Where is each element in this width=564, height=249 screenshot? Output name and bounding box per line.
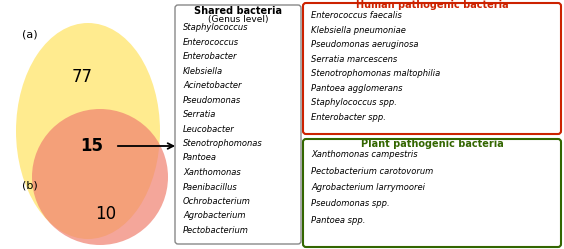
Text: Pseudomonas spp.: Pseudomonas spp. xyxy=(311,199,390,208)
Text: (b): (b) xyxy=(22,181,38,191)
Text: Enterococcus: Enterococcus xyxy=(183,38,239,47)
Text: Klebsiella pneumoniae: Klebsiella pneumoniae xyxy=(311,25,406,35)
Text: Xanthomonas campestris: Xanthomonas campestris xyxy=(311,150,417,159)
Text: Shared bacteria: Shared bacteria xyxy=(194,6,282,16)
Text: Agrobacterium: Agrobacterium xyxy=(183,211,245,221)
Text: Pseudomonas aeruginosa: Pseudomonas aeruginosa xyxy=(311,40,418,49)
Text: Stenotrophomonas: Stenotrophomonas xyxy=(183,139,263,148)
Text: Pantoea spp.: Pantoea spp. xyxy=(311,216,365,225)
Text: Staphylococcus: Staphylococcus xyxy=(183,23,249,32)
Text: Pantoea agglomerans: Pantoea agglomerans xyxy=(311,83,403,92)
Text: Staphylococcus spp.: Staphylococcus spp. xyxy=(311,98,397,107)
Ellipse shape xyxy=(16,23,160,239)
Text: Agrobacterium larrymoorei: Agrobacterium larrymoorei xyxy=(311,183,425,192)
Text: Ochrobacterium: Ochrobacterium xyxy=(183,197,251,206)
Text: Pantoea: Pantoea xyxy=(183,153,217,163)
Text: (Genus level): (Genus level) xyxy=(208,15,268,24)
Text: Xanthomonas: Xanthomonas xyxy=(183,168,241,177)
Text: Enterobacter spp.: Enterobacter spp. xyxy=(311,113,386,122)
Text: Leucobacter: Leucobacter xyxy=(183,124,235,133)
FancyBboxPatch shape xyxy=(175,5,301,244)
FancyBboxPatch shape xyxy=(303,3,561,134)
Text: 10: 10 xyxy=(95,205,117,223)
Ellipse shape xyxy=(32,109,168,245)
Text: Acinetobacter: Acinetobacter xyxy=(183,81,241,90)
Text: Enterobacter: Enterobacter xyxy=(183,52,237,61)
Text: Pseudomonas: Pseudomonas xyxy=(183,96,241,105)
Text: 15: 15 xyxy=(81,137,104,155)
Text: Stenotrophomonas maltophilia: Stenotrophomonas maltophilia xyxy=(311,69,440,78)
Text: Plant pathogenic bacteria: Plant pathogenic bacteria xyxy=(360,139,504,149)
Text: Klebsiella: Klebsiella xyxy=(183,66,223,75)
Text: Pectobacterium carotovorum: Pectobacterium carotovorum xyxy=(311,167,433,176)
Text: Serratia marcescens: Serratia marcescens xyxy=(311,55,397,63)
Text: (a): (a) xyxy=(22,29,38,39)
Text: Human pathogenic bacteria: Human pathogenic bacteria xyxy=(356,0,508,10)
FancyBboxPatch shape xyxy=(303,139,561,247)
Text: Serratia: Serratia xyxy=(183,110,217,119)
Text: 77: 77 xyxy=(72,68,92,86)
Text: Pectobacterium: Pectobacterium xyxy=(183,226,249,235)
Text: Enterococcus faecalis: Enterococcus faecalis xyxy=(311,11,402,20)
Text: Paenibacillus: Paenibacillus xyxy=(183,183,238,191)
